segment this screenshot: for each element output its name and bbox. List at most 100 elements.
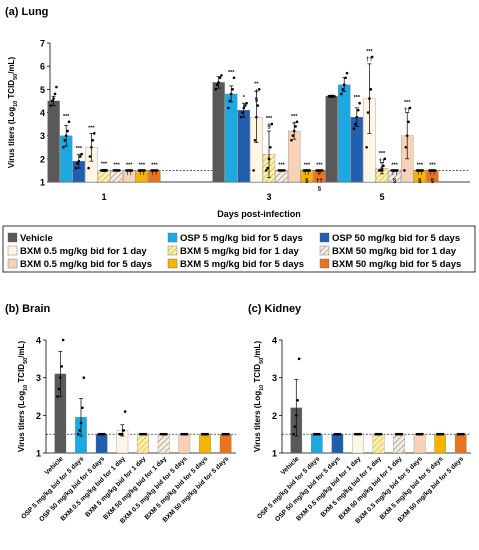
kidney-data-point: [400, 432, 404, 436]
lung-data-point: [358, 101, 361, 105]
brain-data-point: [78, 429, 81, 432]
lung-data-point: [80, 152, 83, 156]
lung-data-point: [404, 145, 408, 149]
lung-annotation-label: ††: [404, 108, 411, 114]
ylabel-part: /mL): [253, 341, 262, 358]
brain-data-point: [81, 406, 84, 410]
brain-data-point: [79, 421, 83, 425]
lung-ytick-label: 5: [40, 85, 45, 95]
lung-data-point: [239, 115, 243, 119]
lung-data-point: [345, 71, 349, 75]
ylabel-part: Virus titers (Log: [17, 391, 26, 452]
lung-data-point: [77, 159, 81, 163]
kidney-bar-osp5: [311, 434, 323, 454]
kidney-panel-title: (c) Kidney: [248, 303, 302, 315]
brain-bar-bxm5_5: [199, 434, 211, 454]
lung-significance-label: ***: [304, 162, 311, 168]
lung-data-point: [369, 88, 373, 91]
legend-swatch-bxm5_1: [167, 245, 178, 256]
lung-data-point: [344, 76, 347, 80]
legend-label-bxm05_1: BXM 0.5 mg/kg bid for 1 day: [20, 246, 147, 257]
legend: Vehicle OSP 5 mg/kg bid for 5 days OSP 50 …: [2, 225, 476, 273]
kidney-data-point: [441, 432, 445, 436]
brain-data-point: [59, 376, 62, 379]
kidney-bar-bxm5_1: [372, 434, 385, 454]
ylabel-part: 10: [13, 101, 19, 107]
lung-data-point: [365, 145, 368, 149]
ylabel-part: TCID: [7, 80, 16, 101]
ylabel-part: /mL): [17, 341, 26, 358]
brain-data-point: [227, 432, 230, 436]
lung-category-label: 1: [101, 192, 106, 202]
panel-kidney: (c) Kidney 1 2 3 4 Virus titers (Log10 TCID50…: [248, 303, 471, 525]
kidney-data-point: [421, 432, 424, 436]
lung-data-point: [78, 155, 82, 158]
lung-data-point: [370, 55, 374, 59]
legend-swatch-bxm05_1: [7, 245, 18, 256]
lung-data-point: [290, 139, 293, 142]
legend-label-vehicle: Vehicle: [20, 233, 53, 244]
brain-panel-title: (b) Brain: [5, 303, 51, 315]
kidney-ytick-label: 2: [272, 411, 277, 421]
lung-data-point: [267, 157, 271, 161]
lung-data-point: [105, 169, 109, 172]
lung-data-point: [55, 85, 58, 89]
kidney-ytick-label: 1: [272, 449, 277, 459]
panel-brain: (b) Brain 1 2 3 4 Virus titers (Log10 TCID50/…: [5, 303, 236, 525]
legend-label-bxm5_5: BXM 5 mg/kg bid for 5 days: [180, 259, 304, 270]
legend-label-osp50: OSP 50 mg/kg bid for 5 days: [332, 233, 460, 244]
ylabel-part: 10: [23, 385, 29, 391]
lung-annotation-label: †: [293, 122, 296, 128]
lung-data-point: [67, 120, 71, 124]
brain-data-point: [122, 429, 126, 432]
lung-ytick-label: 7: [40, 39, 45, 49]
ylabel-part: /mL): [7, 57, 16, 74]
lung-data-point: [368, 97, 371, 100]
lung-bar-bxm5_1: [97, 170, 111, 183]
ylabel-part: 50: [259, 358, 265, 364]
lung-data-point: [255, 115, 258, 119]
lung-ytick-label: 6: [40, 62, 45, 72]
lung-data-point: [215, 83, 219, 86]
lung-bar-osp5: [225, 93, 238, 183]
lung-data-point: [396, 169, 399, 172]
ylabel-part: TCID: [253, 364, 262, 385]
lung-bar-vehicle: [47, 100, 60, 183]
kidney-ytick-label: 4: [272, 336, 277, 346]
brain-data-point: [56, 395, 59, 398]
lung-significance-label: ***: [113, 162, 120, 168]
lung-annotation-label: ††: [138, 170, 145, 176]
brain-data-point: [76, 432, 80, 436]
kidney-bar-bxm05_1: [352, 434, 364, 454]
lung-data-point: [269, 145, 272, 149]
brain-bar-bxm50_5: [219, 434, 232, 454]
lung-significance-label: ***: [76, 146, 83, 152]
lung-significance-label: ***: [139, 162, 146, 168]
brain-data-point: [206, 432, 210, 436]
lung-significance-label: ***: [278, 162, 285, 168]
lung-data-point: [53, 92, 57, 96]
lung-annotation-label: ††: [151, 170, 158, 176]
lung-data-point: [76, 162, 79, 165]
lung-data-point: [66, 129, 69, 133]
lung-y-axis-label: Virus titers (Log10 TCID50/mL): [7, 57, 19, 169]
lung-ytick-label: 3: [40, 131, 45, 141]
lung-significance-label: ***: [404, 100, 411, 106]
lung-data-point: [231, 88, 234, 91]
brain-bar-bxm50_1: [157, 434, 170, 454]
brain-ytick-label: 4: [36, 336, 41, 346]
lung-data-point: [403, 169, 406, 172]
lung-data-point: [340, 92, 343, 96]
brain-data-point: [60, 365, 64, 368]
legend-label-osp5: OSP 5 mg/kg bid for 5 days: [180, 233, 303, 244]
brain-data-point: [123, 410, 127, 413]
brain-data-point: [57, 387, 61, 391]
lung-data-point: [91, 139, 95, 142]
lung-annotation-label: §: [255, 97, 259, 103]
lung-significance-label: ***: [126, 162, 133, 168]
kidney-bar-osp50: [331, 434, 344, 454]
lung-annotation-label: §: [305, 178, 309, 184]
lung-data-point: [62, 145, 65, 149]
lung-data-point: [383, 157, 387, 161]
lung-data-point: [352, 127, 356, 131]
